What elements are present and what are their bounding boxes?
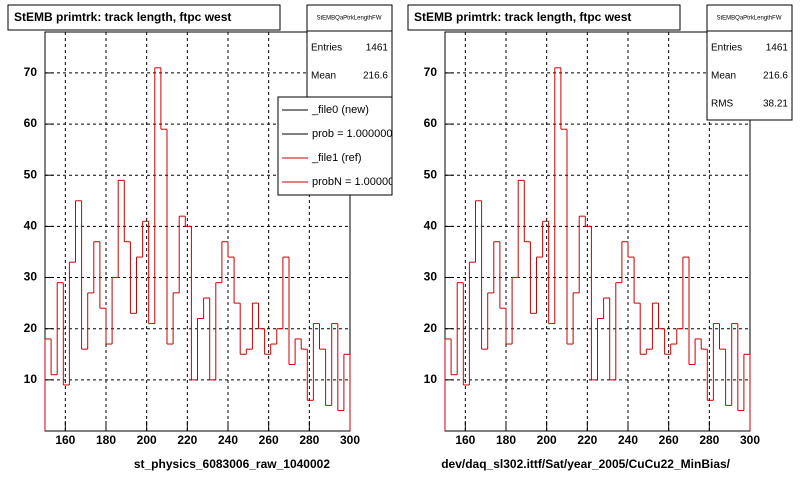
x-tick-label: 160 <box>455 433 475 447</box>
stats-title: StEMBQaPtrkLengthFW <box>316 16 381 22</box>
y-tick-label: 50 <box>424 167 438 181</box>
x-tick-label: 180 <box>496 433 516 447</box>
y-tick-label: 10 <box>424 372 438 386</box>
y-tick-label: 70 <box>24 65 38 79</box>
x-tick-label: 160 <box>55 433 75 447</box>
y-tick-label: 30 <box>424 270 438 284</box>
x-tick-label: 200 <box>137 433 157 447</box>
y-tick-label: 70 <box>424 65 438 79</box>
x-tick-label: 280 <box>299 433 319 447</box>
x-tick-label: 300 <box>740 433 760 447</box>
legend-box <box>277 96 393 196</box>
x-tick-label: 240 <box>218 433 238 447</box>
y-tick-label: 50 <box>24 167 38 181</box>
x-tick-label: 200 <box>537 433 557 447</box>
title-box <box>407 4 681 31</box>
legend: _file0 (new) prob = 1.000000 _file1 (ref) p… <box>282 104 400 188</box>
stats-label: Mean <box>311 71 336 82</box>
y-tick-label: 20 <box>424 321 438 335</box>
x-axis-title: dev/daq_sl302.ittf/Sat/year_2005/CuCu22_… <box>441 457 730 471</box>
x-tick-label: 220 <box>177 433 197 447</box>
y-tick-label: 20 <box>24 321 38 335</box>
stats-value: 38.21 <box>763 99 788 110</box>
legend-label: probN = 1.000000 <box>312 176 400 188</box>
legend-label: _file0 (new) <box>311 104 369 116</box>
legend-label: _file1 (ref) <box>311 152 362 164</box>
x-tick-label: 260 <box>659 433 679 447</box>
stats-label: Entries <box>311 43 342 54</box>
stats-label: Entries <box>711 43 742 54</box>
chart-title: StEMB primtrk: track length, ftpc west <box>414 10 631 24</box>
stats-label: Mean <box>711 71 736 82</box>
legend-label: prob = 1.000000 <box>312 128 392 140</box>
y-tick-label: 40 <box>24 219 38 233</box>
x-tick-label: 280 <box>699 433 719 447</box>
x-tick-label: 180 <box>96 433 116 447</box>
y-tick-label: 60 <box>24 116 38 130</box>
stats-value: 216.6 <box>763 71 788 82</box>
x-tick-label: 260 <box>259 433 279 447</box>
x-tick-label: 300 <box>340 433 360 447</box>
y-tick-label: 40 <box>424 219 438 233</box>
stats-box <box>706 4 793 121</box>
stats-title: StEMBQaPtrkLengthFW <box>716 16 781 22</box>
x-tick-label: 240 <box>618 433 638 447</box>
y-tick-label: 30 <box>24 270 38 284</box>
x-axis-title: st_physics_6083006_raw_1040002 <box>134 457 330 471</box>
stats-value: 216.6 <box>363 71 388 82</box>
chart-title: StEMB primtrk: track length, ftpc west <box>14 10 231 24</box>
title-box <box>7 4 281 31</box>
x-tick-label: 220 <box>577 433 597 447</box>
stats-label: RMS <box>711 99 734 110</box>
y-tick-label: 60 <box>424 116 438 130</box>
stats-value: 1461 <box>766 43 789 54</box>
stats-value: 1461 <box>366 43 389 54</box>
y-tick-label: 10 <box>24 372 38 386</box>
